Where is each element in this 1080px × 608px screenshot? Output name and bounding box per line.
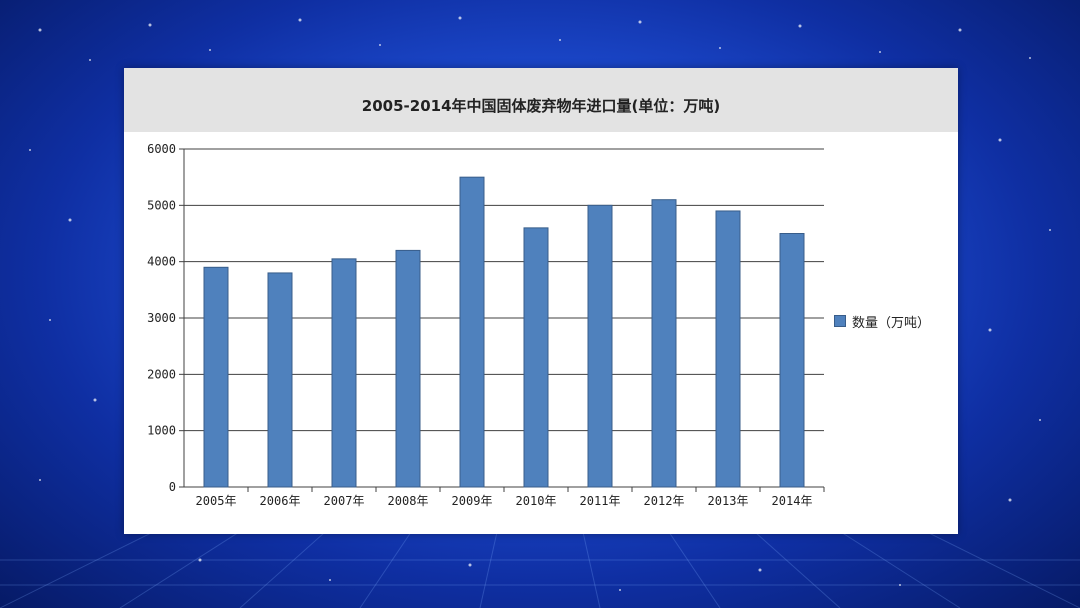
bar-chart: 0 1000 2000 3000 4000 5000 6000 2005年 2006年 2007年… xyxy=(147,142,825,508)
bar-2008年 xyxy=(395,249,421,488)
bar-2007年 xyxy=(331,258,357,488)
y-tick-label: 2000 xyxy=(147,367,176,381)
x-tick-label: 2011年 xyxy=(580,494,621,508)
bar-2012年 xyxy=(651,199,677,488)
y-tick-label: 3000 xyxy=(147,311,176,325)
bar-2009年 xyxy=(459,176,485,488)
y-tick-label: 5000 xyxy=(147,198,176,212)
bar-2005年 xyxy=(203,266,229,488)
x-tick-label: 2014年 xyxy=(772,494,813,508)
x-tick-label: 2012年 xyxy=(644,494,685,508)
bar-2013年 xyxy=(715,210,741,488)
y-tick-label: 4000 xyxy=(147,255,176,269)
legend-swatch xyxy=(834,315,846,327)
x-tick-label: 2007年 xyxy=(324,494,365,508)
x-tick-label: 2009年 xyxy=(452,494,493,508)
chart-title: 2005-2014年中国固体废弃物年进口量(单位：万吨) xyxy=(361,97,721,115)
y-tick-label: 6000 xyxy=(147,142,176,156)
x-tick-label: 2010年 xyxy=(516,494,557,508)
bar-2010年 xyxy=(523,227,549,488)
x-tick-label: 2005年 xyxy=(196,494,237,508)
chart-panel: 2005-2014年中国固体废弃物年进口量(单位：万吨) 0 1000 2000 30… xyxy=(124,68,958,534)
x-tick-label: 2008年 xyxy=(388,494,429,508)
chart-legend: 数量（万吨） xyxy=(834,312,931,331)
y-tick-label: 0 xyxy=(169,480,176,494)
bar-2011年 xyxy=(587,204,613,488)
x-tick-label: 2006年 xyxy=(260,494,301,508)
bar-2014年 xyxy=(779,233,805,488)
y-tick-label: 1000 xyxy=(147,424,176,438)
bar-2006年 xyxy=(267,272,293,488)
legend-label: 数量（万吨） xyxy=(852,315,931,331)
x-tick-label: 2013年 xyxy=(708,494,749,508)
chart-title-bar: 2005-2014年中国固体废弃物年进口量(单位：万吨) xyxy=(124,68,958,132)
